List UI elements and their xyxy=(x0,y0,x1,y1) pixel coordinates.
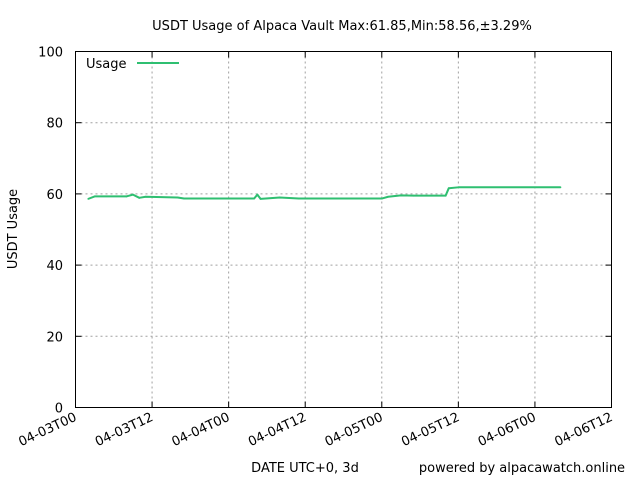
data-point xyxy=(387,195,390,198)
data-point xyxy=(444,194,447,197)
y-tick-labels: 0 20 40 60 80 100 xyxy=(38,46,63,417)
data-point xyxy=(457,186,460,189)
x-tick-label: 04-05T12 xyxy=(399,410,462,450)
legend: Usage xyxy=(86,57,179,72)
series-line-usage xyxy=(87,186,561,200)
data-point xyxy=(278,196,281,199)
x-tick-label: 04-04T00 xyxy=(170,410,233,450)
data-point xyxy=(400,194,402,197)
data-point xyxy=(559,186,562,189)
data-point xyxy=(253,197,256,200)
legend-label-usage: Usage xyxy=(86,57,127,72)
data-point xyxy=(259,197,262,200)
data-point xyxy=(144,195,147,198)
y-tick-label: 60 xyxy=(46,188,63,203)
data-point xyxy=(380,197,383,200)
data-point xyxy=(125,195,128,198)
x-tick-label: 04-05T00 xyxy=(323,410,386,450)
x-tick-label: 04-04T12 xyxy=(246,410,309,450)
footer-credit: powered by alpacawatch.online xyxy=(419,461,625,476)
y-axis-label: USDT Usage xyxy=(6,189,21,269)
plot-frame xyxy=(75,51,612,408)
data-point xyxy=(93,195,96,198)
series-group xyxy=(87,186,562,200)
x-tick-label: 04-03T12 xyxy=(93,410,156,450)
chart-title: USDT Usage of Alpaca Vault Max:61.85,Min… xyxy=(152,19,532,34)
x-tick-label: 04-06T12 xyxy=(552,410,615,450)
data-point xyxy=(297,197,300,200)
x-axis-label: DATE UTC+0, 3d xyxy=(251,461,359,476)
y-tick-label: 100 xyxy=(38,46,63,61)
data-point xyxy=(87,197,90,200)
x-tick-labels: 04-03T00 04-03T12 04-04T00 04-04T12 04-05T00… xyxy=(16,410,615,450)
data-point xyxy=(176,196,179,199)
y-tick-label: 0 xyxy=(55,402,63,417)
grid-lines xyxy=(75,51,612,408)
y-tick-label: 20 xyxy=(46,330,63,345)
data-point xyxy=(256,193,259,196)
y-tick-label: 80 xyxy=(46,117,63,132)
axis-ticks xyxy=(75,51,612,408)
x-tick-label: 04-03T00 xyxy=(16,410,79,450)
y-tick-label: 40 xyxy=(46,259,63,274)
data-point xyxy=(132,193,134,196)
data-point xyxy=(138,196,141,199)
data-point xyxy=(412,194,415,197)
data-point xyxy=(183,197,185,200)
x-tick-label: 04-06T00 xyxy=(476,410,539,450)
data-point xyxy=(447,187,450,190)
